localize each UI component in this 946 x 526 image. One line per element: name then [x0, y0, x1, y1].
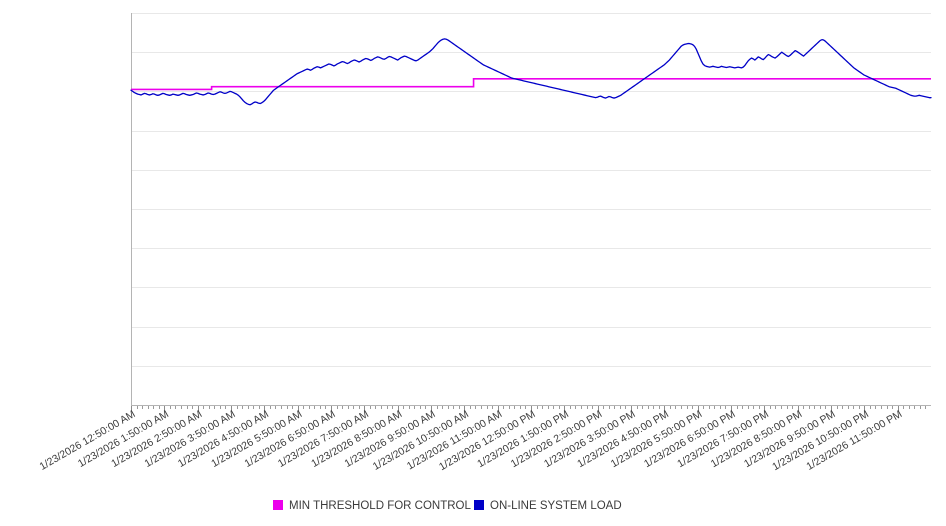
chart-legend: MIN THRESHOLD FOR CONTROL ON-LINE SYSTEM…: [273, 500, 622, 512]
horizontal-gridlines: [131, 13, 931, 367]
legend-label-on-line-system-load: ON-LINE SYSTEM LOAD: [490, 500, 622, 512]
series-min-threshold-for-control: [131, 78, 931, 91]
x-axis-tick-labels: 1/23/2026 12:50:00 AM1/23/2026 1:50:00 A…: [37, 408, 904, 473]
x-axis-ticks: [131, 406, 926, 411]
legend-swatch-min-threshold-for-control: [273, 500, 283, 510]
series-on-line-system-load: [130, 38, 932, 106]
legend-swatch-on-line-system-load: [474, 500, 484, 510]
legend-label-min-threshold-for-control: MIN THRESHOLD FOR CONTROL: [289, 500, 471, 512]
